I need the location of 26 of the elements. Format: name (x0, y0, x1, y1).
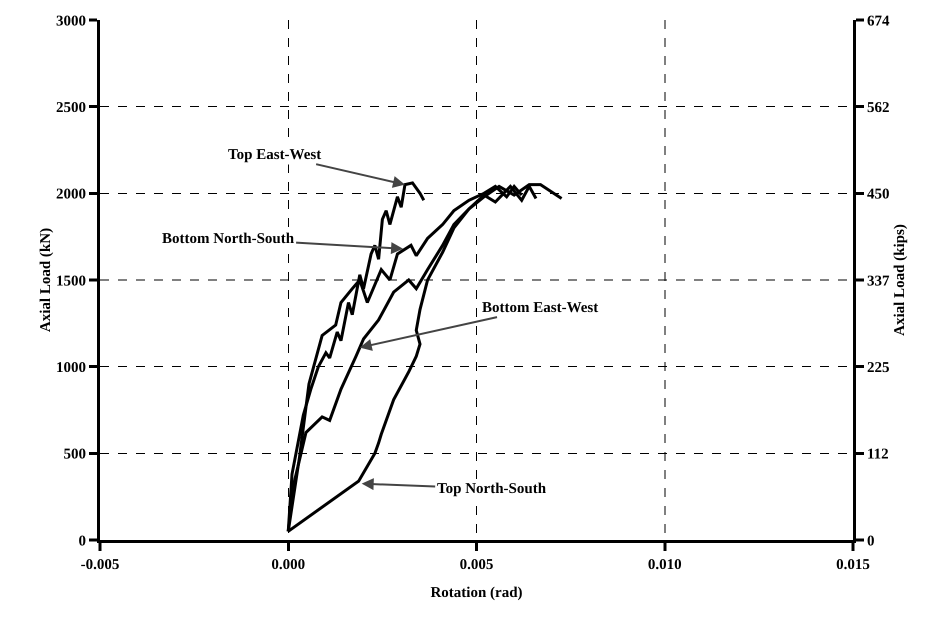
y2-tick-label: 112 (867, 446, 889, 463)
y-tick-label: 500 (64, 446, 86, 463)
y-tick-label: 1500 (56, 273, 86, 290)
x-axis-title: Rotation (rad) (430, 585, 523, 601)
annotation: Bottom East-West (482, 300, 598, 316)
y2-tick-label: 0 (867, 533, 874, 550)
y2-tick-label: 562 (867, 100, 890, 116)
y-tick-label: 2000 (56, 186, 86, 203)
annotation: Bottom North-South (162, 231, 295, 247)
x-tick-label: -0.005 (80, 557, 120, 573)
y-tick-label: 0 (78, 533, 86, 550)
x-tick-label: 0.000 (271, 557, 306, 573)
x-tick-label: 0.015 (836, 557, 870, 573)
y2-tick-label: 450 (867, 186, 890, 203)
x-tick-label: 0.005 (460, 557, 494, 573)
y-tick-label: 2500 (56, 100, 86, 116)
x-tick-label: 0.010 (648, 557, 682, 573)
y2-tick-label: 337 (867, 273, 890, 290)
y2-axis-title: Axial Load (kips) (892, 224, 908, 336)
y-tick-label: 1000 (56, 360, 86, 376)
annotation: Top East-West (228, 147, 322, 163)
y2-tick-label: 674 (867, 13, 890, 30)
y2-tick-label: 225 (867, 360, 890, 376)
y-axis-title: Axial Load (kN) (38, 228, 54, 332)
annotation: Top North-South (437, 481, 547, 497)
y-tick-label: 3000 (56, 13, 86, 30)
